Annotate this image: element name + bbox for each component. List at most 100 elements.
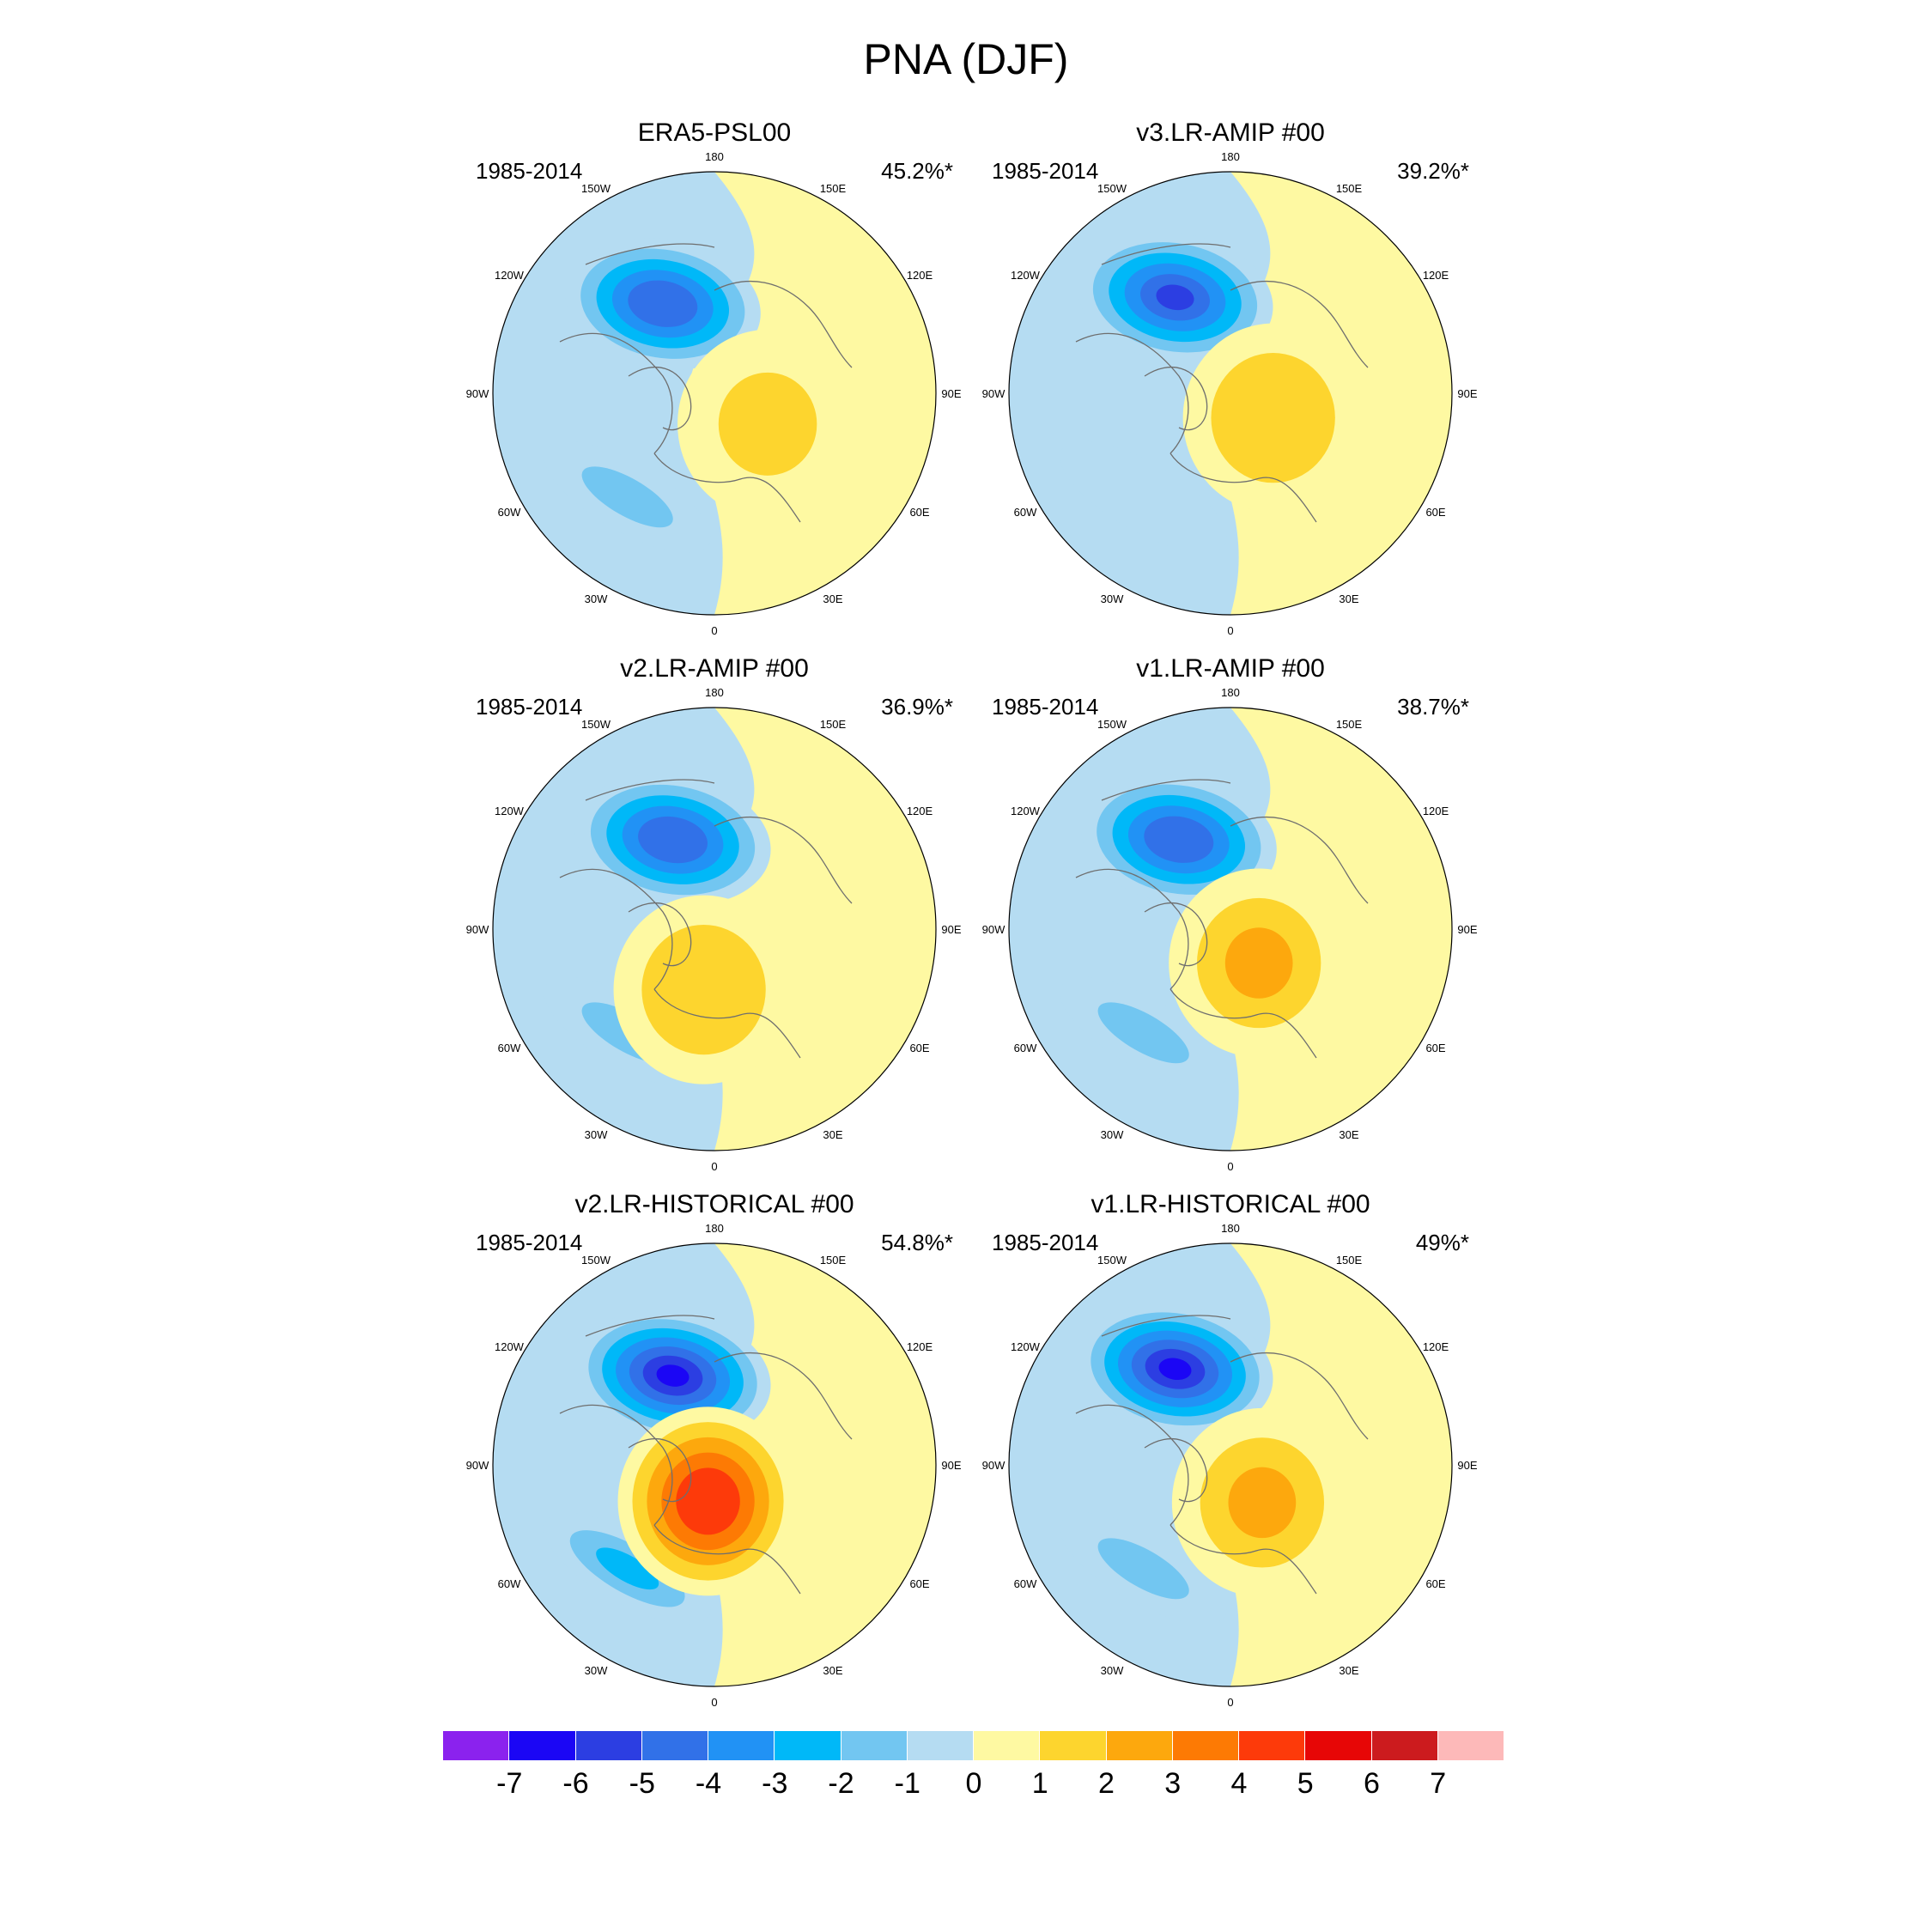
coastline [1144,367,1208,431]
polar-map: 180 150E 120E 90E 60E 30E 0 30W 60W 90W 120W 150W [982,1222,1478,1709]
coastline [1075,1404,1189,1526]
longitude-label: 90E [1457,387,1477,400]
longitude-label: 0 [711,1696,717,1709]
longitude-label: 30W [585,592,608,605]
longitude-label: 150E [1336,1254,1363,1267]
coastline [559,868,673,990]
coastline [1101,243,1231,265]
longitude-label: 60E [1425,506,1445,519]
coastline [585,243,715,265]
longitude-label: 60E [1425,1042,1445,1054]
longitude-label: 90E [1457,1459,1477,1472]
map-boundary [1008,707,1453,1151]
panel-period: 1985-2014 [992,158,1099,184]
atlantic-low-contour-2 [1097,1002,1189,1064]
panel-period: 1985-2014 [476,1230,583,1255]
coastline [653,1524,801,1595]
coastline [714,1352,853,1440]
map-panel-v1-amip: v1.LR-AMIP #00 1985-2014 38.7%* 180 150E 1… [973,654,1488,1173]
longitude-label: 150E [820,182,847,195]
polar-high-contour-3 [1228,1467,1297,1539]
coastline [1230,1352,1369,1440]
longitude-label: 120E [1423,805,1449,817]
longitude-label: 90W [982,923,1005,936]
coastline [559,1404,673,1526]
longitude-label: 90E [1457,923,1477,936]
longitude-label: 30E [823,1128,842,1141]
colorbar-swatch [1106,1731,1173,1760]
colorbar-swatches [443,1731,1504,1760]
colorbar-swatch [509,1731,576,1760]
map-field [1009,708,1452,1151]
map-boundary [492,171,937,616]
longitude-label: 150W [1097,718,1127,731]
map-field [1009,172,1452,615]
pacific-low-contour-7 [1158,1358,1192,1381]
coastline [1075,332,1189,454]
coastline [714,280,853,368]
panel-title: v2.LR-HISTORICAL #00 [574,1190,854,1218]
polar-high-contour-2 [1211,353,1335,483]
coastline [1101,1315,1231,1337]
colorbar-swatch [841,1731,908,1760]
coastline [1170,988,1317,1059]
explained-variance: 36.9%* [881,694,953,720]
longitude-label: 60W [1014,506,1037,519]
coastline [1170,453,1317,523]
colorbar-tick-label: 6 [1364,1767,1380,1800]
colorbar-swatch [907,1731,974,1760]
coastline [628,1438,692,1503]
longitude-label: 30E [1339,592,1358,605]
longitude-label: 60W [498,506,521,519]
polar-high-contour-5 [676,1467,740,1535]
coastline [1230,280,1369,368]
panel-period: 1985-2014 [992,694,1099,720]
longitude-label: 150W [1097,1254,1127,1267]
map-field [1009,1243,1452,1686]
coastline [585,779,715,801]
colorbar-tick-label: 4 [1230,1767,1248,1800]
colorbar-tick-label: -6 [562,1767,589,1800]
longitude-label: 150E [1336,182,1363,195]
colorbar-swatch [1437,1731,1504,1760]
colorbar-tick-label: -4 [695,1767,722,1800]
longitude-label: 60W [498,1577,521,1590]
map-panel-v2-historical: v2.LR-HISTORICAL #00 1985-2014 54.8%* 18… [457,1190,972,1709]
longitude-label: 90W [982,1459,1005,1472]
longitude-label: 180 [1221,150,1240,163]
longitude-label: 90E [941,1459,961,1472]
figure-title: PNA (DJF) [863,35,1069,83]
panel-title: v1.LR-HISTORICAL #00 [1091,1190,1370,1218]
colorbar: -7 -6 -5 -4 -3 -2 -1 0 1 2 3 4 5 6 7 [443,1731,1504,1800]
explained-variance: 39.2%* [1397,158,1469,184]
longitude-label: 120W [1011,269,1041,282]
polar-map: 180 150E 120E 90E 60E 30E 0 30W 60W 90W 120W 150W [466,150,962,637]
longitude-label: 180 [1221,686,1240,699]
longitude-label: 60E [909,1577,929,1590]
atlantic-low-contour-2 [1097,1538,1189,1600]
longitude-label: 90W [466,387,489,400]
longitude-label: 150E [820,718,847,731]
pacific-low-contour-5 [638,816,708,864]
polar-map: 180 150E 120E 90E 60E 30E 0 30W 60W 90W 120W 150W [466,1222,962,1709]
coastline [1144,902,1208,967]
longitude-label: 90E [941,923,961,936]
coastline [714,816,853,904]
longitude-label: 60E [909,1042,929,1054]
coastline [628,367,692,431]
colorbar-tick-label: 5 [1297,1767,1314,1800]
pacific-low-contour-5 [1144,816,1214,863]
longitude-label: 150E [1336,718,1363,731]
pacific-low-contour-5 [628,280,698,327]
map-boundary [1008,171,1453,616]
coastline [1075,868,1189,990]
explained-variance: 38.7%* [1397,694,1469,720]
coastline [559,332,673,454]
longitude-label: 60W [1014,1042,1037,1054]
polar-map: 180 150E 120E 90E 60E 30E 0 30W 60W 90W 120W 150W [982,150,1478,637]
longitude-label: 0 [1227,1160,1233,1173]
map-field [493,172,936,615]
longitude-label: 120E [907,1340,933,1353]
panel-title: v3.LR-AMIP #00 [1136,118,1325,147]
atlantic-low-contour-2 [581,466,673,528]
